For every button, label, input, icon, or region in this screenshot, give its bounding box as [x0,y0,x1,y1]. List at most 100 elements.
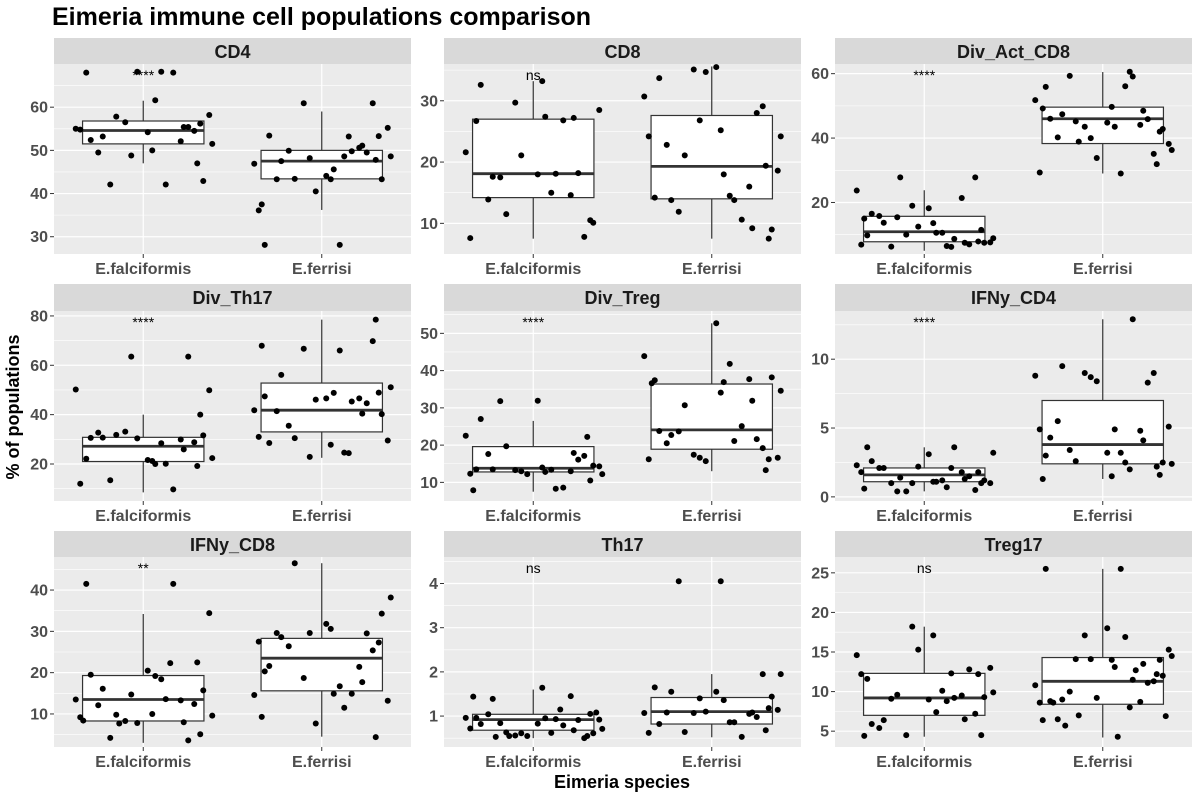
data-point [651,684,658,691]
data-point [548,729,555,736]
data-point [251,691,258,698]
data-point [122,428,129,435]
y-tick-label: 20 [811,195,829,212]
data-point [375,389,382,396]
data-point [327,176,334,183]
data-point [858,241,865,248]
data-point [1108,473,1115,480]
data-point [1144,679,1151,686]
data-point [909,202,916,209]
data-point [348,690,355,697]
significance-label: **** [522,314,544,330]
data-point [542,113,549,120]
data-point [462,432,469,439]
data-point [255,433,262,440]
data-point [83,455,90,462]
data-point [656,75,663,82]
data-point [534,397,541,404]
data-point [1117,565,1124,572]
data-point [961,239,968,246]
data-point [113,113,120,120]
data-point [599,471,606,478]
data-point [897,174,904,181]
y-tick-label: 50 [30,143,48,160]
data-point [1081,369,1088,376]
data-point [372,734,379,741]
data-point [113,711,120,718]
data-point [116,720,123,727]
facet-cd4: CD4 30 40 50 60 **** E.falciformis E.ferrisi [30,38,411,278]
data-point [903,732,910,739]
data-point [641,93,648,100]
data-point [285,422,292,429]
data-point [512,732,519,739]
facet-strip [54,38,411,64]
facet-strip-label: IFNy_CD4 [971,288,1056,308]
data-point [144,457,151,464]
data-point [759,445,766,452]
data-point [512,467,519,474]
data-point [209,140,216,147]
data-point [1039,475,1046,482]
data-point [113,431,120,438]
data-point [372,316,379,323]
data-point [1153,671,1160,678]
facet-strip-label: CD4 [214,42,250,62]
data-point [489,466,496,473]
facet-strip-label: Treg17 [984,535,1042,555]
facet-treg17: Treg17 5 10 15 20 25 ns E.falciformis E.ferrisi [811,531,1192,771]
x-tick-label: E.falciformis [95,754,191,771]
data-point [1129,676,1136,683]
data-point [273,408,280,415]
data-point [1093,378,1100,385]
data-point [1137,698,1144,705]
facet-strip-label: Div_Th17 [192,288,272,308]
y-tick-label: 2 [429,664,438,681]
data-point [853,462,860,469]
data-point [749,397,756,404]
data-point [1122,459,1129,466]
data-point [278,634,285,641]
x-tick-label: E.falciformis [876,261,972,278]
data-point [897,474,904,481]
data-point [894,691,901,698]
data-point [356,395,363,402]
data-point [1087,374,1094,381]
data-point [369,647,376,654]
y-tick-label: 0 [820,489,829,506]
data-point [99,685,106,692]
y-tick-label: 20 [420,438,438,455]
data-point [197,411,204,418]
y-tick-label: 30 [420,400,438,417]
y-tick-label: 40 [811,131,829,148]
data-point [933,709,940,716]
data-point [306,155,313,162]
y-tick-label: 10 [811,684,829,701]
data-point [668,432,675,439]
data-point [348,398,355,405]
data-point [209,455,216,462]
data-point [584,732,591,739]
data-point [384,124,391,131]
data-point [209,712,216,719]
box-e-falciformis [862,672,986,716]
data-point [961,716,968,723]
data-point [1165,646,1172,653]
data-point [567,693,574,700]
data-point [95,702,102,709]
data-point [518,468,525,475]
data-point [524,471,531,478]
data-point [1059,363,1066,370]
data-point [470,487,477,494]
data-point [87,671,94,678]
data-point [1104,119,1111,126]
significance-label: ** [138,560,149,576]
significance-label: **** [913,67,935,83]
data-point [552,716,559,723]
data-point [180,446,187,453]
data-point [266,440,273,447]
data-point [915,463,922,470]
data-point [128,152,135,159]
data-point [1140,437,1147,444]
